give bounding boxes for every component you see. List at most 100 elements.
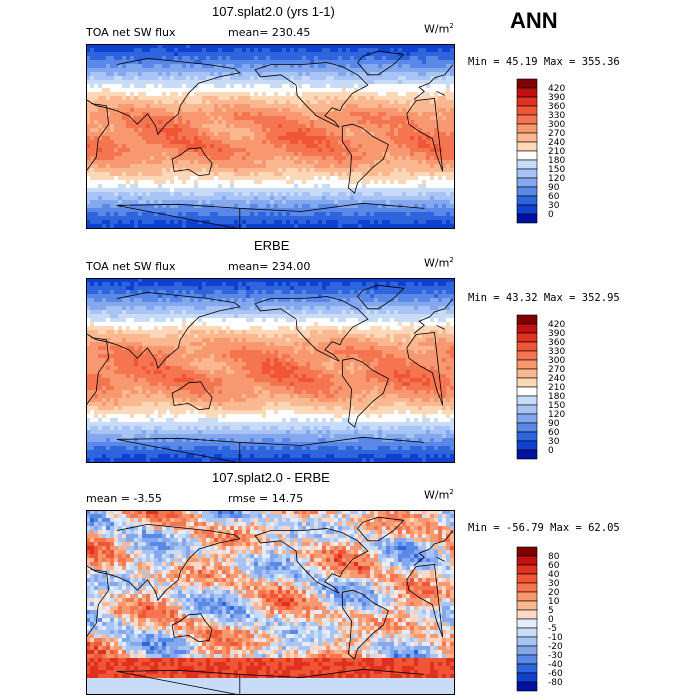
map-cell bbox=[422, 212, 427, 217]
map-cell bbox=[206, 152, 211, 157]
map-cell bbox=[126, 196, 131, 201]
map-cell bbox=[202, 168, 207, 173]
map-cell bbox=[406, 156, 411, 161]
map-cell bbox=[318, 290, 323, 295]
map-cell bbox=[138, 116, 143, 121]
map-cell bbox=[406, 168, 411, 173]
map-cell bbox=[298, 200, 303, 205]
map-cell bbox=[102, 116, 107, 121]
map-cell bbox=[138, 148, 143, 153]
map-cell bbox=[258, 156, 263, 161]
map-cell bbox=[402, 188, 407, 193]
map-cell bbox=[234, 196, 239, 201]
map-cell bbox=[274, 168, 279, 173]
map-cell bbox=[282, 196, 287, 201]
map-cell bbox=[294, 172, 299, 177]
map-cell bbox=[246, 144, 251, 149]
map-cell bbox=[390, 286, 395, 291]
map-cell bbox=[314, 136, 319, 141]
map-cell bbox=[174, 278, 179, 283]
colorbar-level-label: 60 bbox=[548, 192, 560, 202]
map-cell bbox=[158, 298, 163, 303]
map-cell bbox=[294, 124, 299, 129]
map-cell bbox=[166, 156, 171, 161]
map-cell bbox=[242, 216, 247, 221]
map-cell bbox=[270, 72, 275, 77]
map-cell bbox=[322, 180, 327, 185]
map-cell bbox=[90, 156, 95, 161]
map-cell bbox=[142, 200, 147, 205]
map-cell bbox=[206, 188, 211, 193]
map-cell bbox=[306, 298, 311, 303]
map-cell bbox=[398, 140, 403, 145]
map-cell bbox=[246, 96, 251, 101]
map-cell bbox=[418, 88, 423, 93]
map-cell bbox=[370, 176, 375, 181]
map-cell bbox=[398, 200, 403, 205]
map-cell bbox=[334, 92, 339, 97]
map-cell bbox=[330, 192, 335, 197]
map-cell bbox=[342, 176, 347, 181]
map-cell bbox=[306, 100, 311, 105]
map-cell bbox=[282, 52, 287, 57]
map-cell bbox=[166, 168, 171, 173]
map-cell bbox=[290, 208, 295, 213]
map-cell bbox=[334, 128, 339, 133]
map-cell bbox=[166, 84, 171, 89]
map-cell bbox=[274, 212, 279, 217]
map-cell bbox=[366, 100, 371, 105]
map-cell bbox=[130, 80, 135, 85]
map-cell bbox=[162, 160, 167, 165]
map-cell bbox=[142, 156, 147, 161]
map-cell bbox=[394, 216, 399, 221]
map-cell bbox=[442, 200, 447, 205]
map-cell bbox=[214, 212, 219, 217]
map-cell bbox=[446, 298, 451, 303]
map-cell bbox=[446, 108, 451, 113]
map-cell bbox=[242, 172, 247, 177]
map-cell bbox=[174, 224, 179, 229]
map-cell bbox=[182, 282, 187, 287]
map-cell bbox=[258, 68, 263, 73]
map-cell bbox=[430, 128, 435, 133]
map-cell bbox=[214, 104, 219, 109]
map-cell bbox=[370, 168, 375, 173]
map-cell bbox=[274, 128, 279, 133]
map-cell bbox=[254, 64, 259, 69]
map-cell bbox=[346, 124, 351, 129]
map-cell bbox=[302, 176, 307, 181]
map-cell bbox=[334, 208, 339, 213]
map-cell bbox=[434, 96, 439, 101]
map-cell bbox=[262, 204, 267, 209]
map-cell bbox=[142, 184, 147, 189]
map-cell bbox=[418, 156, 423, 161]
map-cell bbox=[298, 156, 303, 161]
map-cell bbox=[138, 172, 143, 177]
map-cell bbox=[86, 44, 91, 49]
map-cell bbox=[382, 88, 387, 93]
map-cell bbox=[358, 108, 363, 113]
map-cell bbox=[98, 152, 103, 157]
map-cell bbox=[182, 184, 187, 189]
map-cell bbox=[190, 184, 195, 189]
map-cell bbox=[274, 48, 279, 53]
map-cell bbox=[118, 48, 123, 53]
map-cell bbox=[410, 176, 415, 181]
map-cell bbox=[310, 212, 315, 217]
map-cell bbox=[414, 294, 419, 299]
map-cell bbox=[258, 294, 263, 299]
map-cell bbox=[374, 92, 379, 97]
map-cell bbox=[202, 52, 207, 57]
map-cell bbox=[170, 224, 175, 229]
map-cell bbox=[118, 160, 123, 165]
map-cell bbox=[142, 116, 147, 121]
map-cell bbox=[414, 72, 419, 77]
map-cell bbox=[342, 140, 347, 145]
map-cell bbox=[234, 48, 239, 53]
map-cell bbox=[254, 184, 259, 189]
map-cell bbox=[210, 282, 215, 287]
map-cell bbox=[354, 104, 359, 109]
map-cell bbox=[358, 112, 363, 117]
map-cell bbox=[98, 164, 103, 169]
map-cell bbox=[450, 278, 455, 283]
